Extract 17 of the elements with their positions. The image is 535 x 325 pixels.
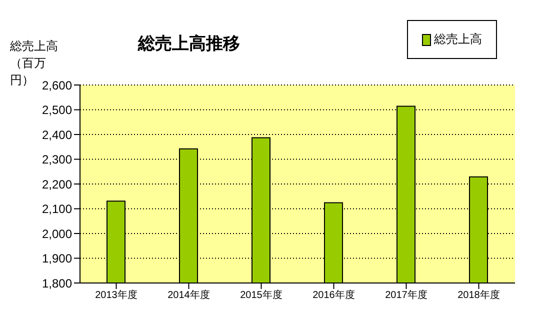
y-tick-label: 2,200 <box>42 177 72 192</box>
x-tick-label: 2013年度 <box>95 289 138 302</box>
y-tick-label: 2,500 <box>42 103 72 118</box>
y-tick-label: 2,300 <box>42 152 72 167</box>
x-tick-label: 2018年度 <box>458 289 500 302</box>
y-tick-label: 1,900 <box>42 252 72 266</box>
y-tick-label: 2,600 <box>42 78 72 92</box>
y-tick-label: 2,000 <box>42 226 72 241</box>
chart-title: 総売上高推移 <box>138 33 240 55</box>
y-tick-label: 2,100 <box>42 202 72 216</box>
x-tick-label: 2015年度 <box>240 289 282 302</box>
y-tick-label: 1,800 <box>42 276 72 290</box>
x-tick-label: 2016年度 <box>312 289 355 302</box>
legend-label: 総売上高 <box>434 31 482 48</box>
y-tick-label: 2,400 <box>42 128 72 142</box>
x-tick-label: 2014年度 <box>168 289 210 302</box>
x-tick-label: 2017年度 <box>385 289 428 302</box>
